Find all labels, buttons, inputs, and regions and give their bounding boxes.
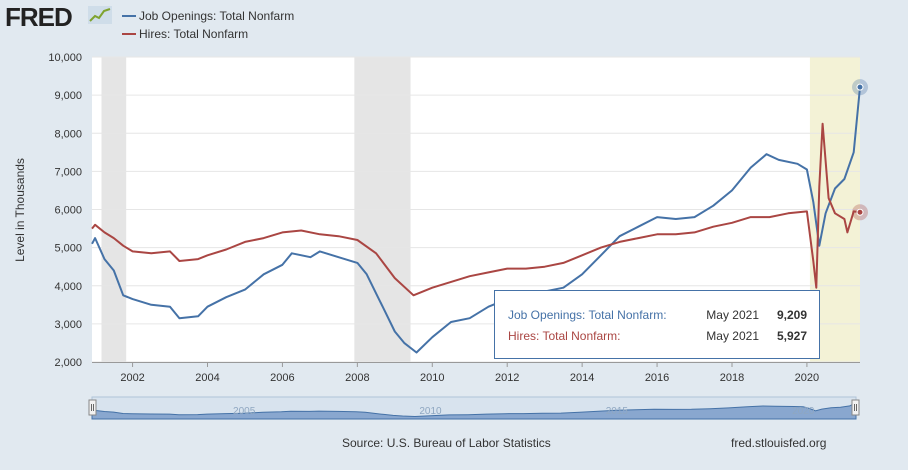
x-tick-label: 2002 bbox=[120, 372, 144, 384]
navigator-left-handle[interactable] bbox=[88, 399, 97, 416]
y-tick-label: 7,000 bbox=[54, 166, 82, 178]
navigator-label: 2020 bbox=[792, 406, 815, 417]
y-axis-label: Level in Thousands bbox=[13, 158, 27, 262]
tooltip-value: 9,209 bbox=[776, 308, 807, 322]
tooltip-row-hires: Hires: Total Nonfarm: May 2021 5,927 bbox=[508, 328, 807, 344]
y-tick-label: 6,000 bbox=[54, 205, 82, 217]
tooltip-date: May 2021 bbox=[706, 308, 759, 322]
chart-legend: Job Openings: Total Nonfarm Hires: Total… bbox=[122, 7, 294, 43]
navigator-labels: 2005 2010 2015 2020 bbox=[233, 406, 815, 417]
fred-logo[interactable]: FRED bbox=[5, 2, 73, 32]
y-tick-label: 4,000 bbox=[54, 281, 82, 293]
tooltip-series-name: Hires: Total Nonfarm: bbox=[508, 329, 621, 343]
y-tick-label: 8,000 bbox=[54, 128, 82, 140]
legend-swatch-job-openings bbox=[122, 15, 136, 17]
legend-item-job-openings[interactable]: Job Openings: Total Nonfarm bbox=[122, 7, 294, 25]
end-marker-point[interactable] bbox=[856, 83, 864, 91]
x-tick-label: 2014 bbox=[570, 372, 594, 384]
tooltip-row-job-openings: Job Openings: Total Nonfarm: May 2021 9,… bbox=[508, 307, 807, 323]
navigator-label: 2010 bbox=[419, 406, 442, 417]
y-tick-label: 9,000 bbox=[54, 90, 82, 102]
legend-label-hires: Hires: Total Nonfarm bbox=[139, 27, 249, 41]
x-axis-ticks: 2002 2004 2006 2008 2010 2012 2014 2016 2018 2020 bbox=[92, 362, 860, 384]
x-tick-label: 2004 bbox=[195, 372, 219, 384]
tooltip-series-name: Job Openings: Total Nonfarm: bbox=[508, 308, 667, 322]
series-line-hires[interactable] bbox=[91, 122, 861, 297]
y-tick-label: 2,000 bbox=[54, 357, 82, 369]
fred-logo-chart-icon bbox=[88, 6, 112, 24]
navigator-right-handle[interactable] bbox=[851, 399, 860, 416]
navigator-label: 2015 bbox=[606, 406, 629, 417]
end-markers bbox=[852, 79, 868, 221]
y-tick-label: 5,000 bbox=[54, 243, 82, 255]
x-tick-label: 2012 bbox=[495, 372, 519, 384]
series-line-job-openings[interactable] bbox=[91, 87, 861, 354]
source-note: Source: U.S. Bureau of Labor Statistics bbox=[342, 436, 551, 450]
chart-tooltip: Job Openings: Total Nonfarm: May 2021 9,… bbox=[494, 290, 820, 359]
site-link[interactable]: fred.stlouisfed.org bbox=[731, 436, 827, 450]
x-tick-label: 2006 bbox=[270, 372, 294, 384]
x-tick-label: 2016 bbox=[645, 372, 669, 384]
tooltip-value: 5,927 bbox=[776, 329, 807, 343]
navigator-area bbox=[91, 401, 857, 420]
x-tick-label: 2018 bbox=[720, 372, 744, 384]
series-lines bbox=[91, 87, 861, 354]
x-tick-label: 2010 bbox=[420, 372, 444, 384]
legend-item-hires[interactable]: Hires: Total Nonfarm bbox=[122, 25, 294, 43]
range-navigator[interactable]: 2005 2010 2015 2020 bbox=[88, 396, 860, 420]
y-axis-ticks: 2,000 3,000 4,000 5,000 6,000 7,000 8,000 9,000… bbox=[48, 52, 82, 369]
x-tick-label: 2020 bbox=[795, 372, 819, 384]
navigator-label: 2005 bbox=[233, 406, 256, 417]
tooltip-date: May 2021 bbox=[706, 329, 759, 343]
legend-label-job-openings: Job Openings: Total Nonfarm bbox=[139, 9, 295, 23]
y-tick-label: 10,000 bbox=[48, 52, 82, 64]
y-tick-label: 3,000 bbox=[54, 319, 82, 331]
end-marker-point[interactable] bbox=[856, 208, 864, 216]
x-tick-label: 2008 bbox=[345, 372, 369, 384]
legend-swatch-hires bbox=[122, 33, 136, 35]
